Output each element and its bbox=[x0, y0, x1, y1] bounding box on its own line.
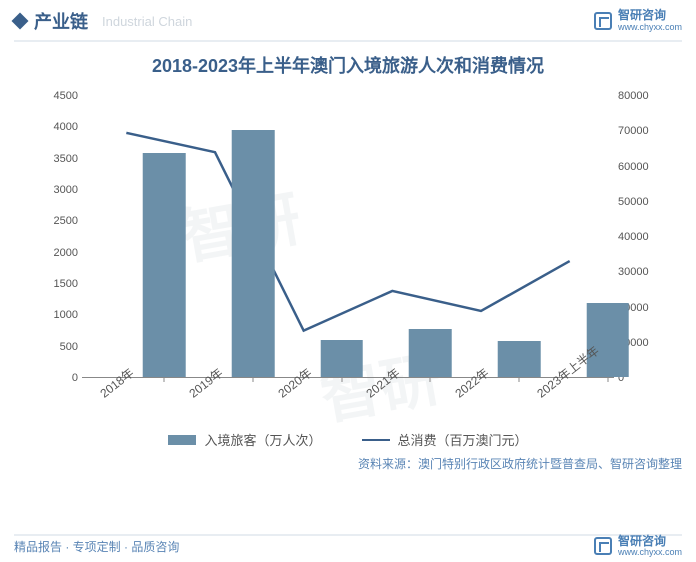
logo-url: www.chyxx.com bbox=[618, 548, 682, 558]
logo-icon bbox=[594, 12, 612, 30]
y-right-tick: 70000 bbox=[614, 125, 652, 137]
footer-logo: 智研咨询 www.chyxx.com bbox=[594, 535, 682, 558]
header: 产业链 Industrial Chain 智研咨询 www.chyxx.com bbox=[0, 0, 696, 38]
logo-icon bbox=[594, 537, 612, 555]
x-tick bbox=[253, 377, 254, 382]
legend: 入境旅客（万人次） 总消费（百万澳门元） bbox=[0, 430, 696, 449]
header-left: 产业链 Industrial Chain bbox=[14, 8, 192, 34]
x-tick bbox=[164, 377, 165, 382]
legend-line-item: 总消费（百万澳门元） bbox=[362, 430, 528, 449]
bar bbox=[320, 340, 363, 377]
logo-block: 智研咨询 www.chyxx.com bbox=[594, 9, 682, 32]
legend-bar-swatch bbox=[168, 435, 196, 445]
x-tick bbox=[607, 377, 608, 382]
y-right-tick: 30000 bbox=[614, 266, 652, 278]
y-left-tick: 1000 bbox=[44, 309, 82, 321]
diamond-icon bbox=[12, 13, 29, 30]
bar bbox=[232, 130, 275, 377]
y-left-tick: 1500 bbox=[44, 278, 82, 290]
bar bbox=[586, 303, 629, 377]
bar bbox=[143, 153, 186, 377]
y-left-tick: 3000 bbox=[44, 184, 82, 196]
chart-title: 2018-2023年上半年澳门入境旅游人次和消费情况 bbox=[0, 52, 696, 78]
legend-bar-item: 入境旅客（万人次） bbox=[168, 430, 321, 449]
logo-url: www.chyxx.com bbox=[618, 23, 682, 33]
chart-area: 050010001500200025003000350040004500 010… bbox=[44, 96, 652, 426]
footer-left-text: 精品报告 · 专项定制 · 品质咨询 bbox=[14, 538, 179, 555]
y-left-tick: 4000 bbox=[44, 121, 82, 133]
legend-line-label: 总消费（百万澳门元） bbox=[398, 430, 528, 449]
bar bbox=[409, 329, 452, 377]
divider bbox=[14, 40, 682, 42]
x-tick bbox=[341, 377, 342, 382]
logo-cn: 智研咨询 bbox=[618, 9, 682, 22]
y-left-tick: 4500 bbox=[44, 90, 82, 102]
line-series bbox=[126, 133, 569, 331]
y-left-tick: 0 bbox=[44, 372, 82, 384]
y-left-tick: 3500 bbox=[44, 153, 82, 165]
section-title: 产业链 bbox=[34, 8, 88, 34]
plot-area bbox=[82, 96, 614, 378]
y-left-tick: 500 bbox=[44, 341, 82, 353]
y-right-tick: 40000 bbox=[614, 231, 652, 243]
legend-bar-label: 入境旅客（万人次） bbox=[204, 430, 321, 449]
y-axis-left: 050010001500200025003000350040004500 bbox=[44, 96, 82, 378]
legend-line-swatch bbox=[362, 439, 390, 441]
y-right-tick: 80000 bbox=[614, 90, 652, 102]
y-left-tick: 2500 bbox=[44, 215, 82, 227]
x-tick bbox=[430, 377, 431, 382]
x-tick bbox=[519, 377, 520, 382]
y-right-tick: 50000 bbox=[614, 196, 652, 208]
source-text: 资料来源：澳门特别行政区政府统计暨普查局、智研咨询整理 bbox=[0, 449, 696, 472]
footer: 精品报告 · 专项定制 · 品质咨询 智研咨询 www.chyxx.com bbox=[0, 535, 696, 558]
y-left-tick: 2000 bbox=[44, 247, 82, 259]
y-right-tick: 60000 bbox=[614, 161, 652, 173]
bar bbox=[498, 341, 541, 377]
section-subtitle-en: Industrial Chain bbox=[102, 14, 192, 29]
